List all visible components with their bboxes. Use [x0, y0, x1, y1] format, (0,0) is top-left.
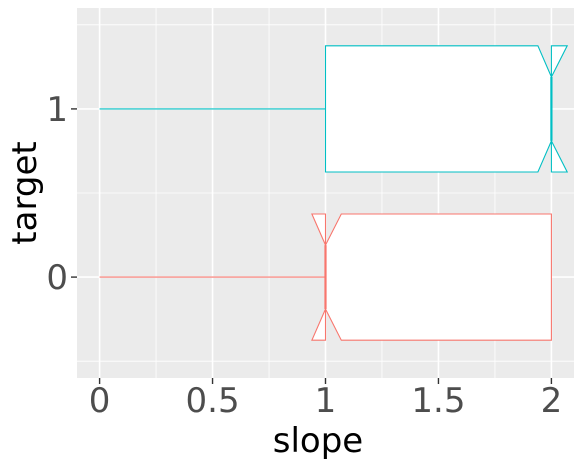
x-tick-label: 0: [89, 381, 111, 421]
x-axis-title: slope: [273, 421, 363, 461]
x-tick-label: 1: [315, 381, 337, 421]
x-tick-label: 0.5: [186, 381, 240, 421]
y-tick-label: 1: [46, 90, 68, 130]
boxes: [99, 45, 569, 341]
x-tick-label: 2: [541, 381, 563, 421]
x-tick-label: 1.5: [411, 381, 465, 421]
y-axis-title: target: [5, 141, 45, 244]
y-tick-label: 0: [46, 258, 68, 298]
box-1: [324, 45, 569, 173]
box-group-0: [99, 213, 552, 341]
box-group-1: [99, 45, 569, 173]
axis-ticks: 0 0.5 1 1.5 2 0 1: [46, 90, 562, 421]
box-0: [311, 213, 552, 341]
